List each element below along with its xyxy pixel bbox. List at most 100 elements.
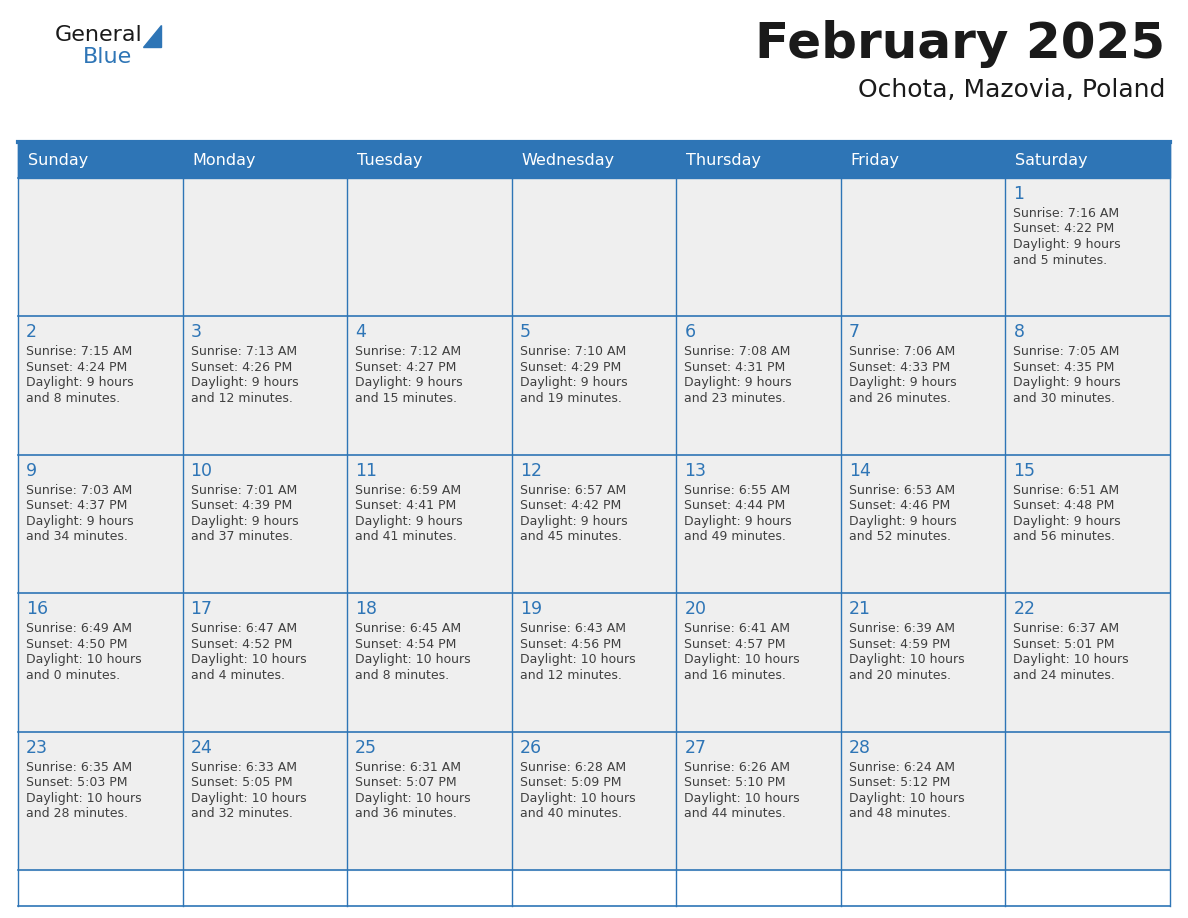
Text: Daylight: 9 hours: Daylight: 9 hours [190, 376, 298, 389]
Text: Sunset: 4:56 PM: Sunset: 4:56 PM [519, 638, 621, 651]
Text: and 24 minutes.: and 24 minutes. [1013, 668, 1116, 682]
Text: and 16 minutes.: and 16 minutes. [684, 668, 786, 682]
Text: Daylight: 10 hours: Daylight: 10 hours [190, 791, 307, 804]
Text: and 26 minutes.: and 26 minutes. [849, 392, 950, 405]
Text: 25: 25 [355, 739, 377, 756]
Text: Ochota, Mazovia, Poland: Ochota, Mazovia, Poland [858, 78, 1165, 102]
Text: Sunset: 5:09 PM: Sunset: 5:09 PM [519, 776, 621, 789]
Bar [347, 732, 512, 870]
Text: Sunrise: 6:51 AM: Sunrise: 6:51 AM [1013, 484, 1119, 497]
Text: Sunset: 4:57 PM: Sunset: 4:57 PM [684, 638, 785, 651]
Text: Sunrise: 6:53 AM: Sunrise: 6:53 AM [849, 484, 955, 497]
Text: Sunrise: 7:01 AM: Sunrise: 7:01 AM [190, 484, 297, 497]
Bar [183, 454, 347, 593]
Text: and 28 minutes.: and 28 minutes. [26, 807, 128, 820]
Text: Sunrise: 6:28 AM: Sunrise: 6:28 AM [519, 761, 626, 774]
Text: Daylight: 10 hours: Daylight: 10 hours [684, 791, 800, 804]
Text: 8: 8 [1013, 323, 1024, 341]
Text: Sunrise: 6:33 AM: Sunrise: 6:33 AM [190, 761, 297, 774]
Text: Sunset: 4:59 PM: Sunset: 4:59 PM [849, 638, 950, 651]
Text: and 48 minutes.: and 48 minutes. [849, 807, 950, 820]
Bar [18, 317, 183, 454]
Text: Sunset: 4:22 PM: Sunset: 4:22 PM [1013, 222, 1114, 236]
Bar [18, 732, 183, 870]
Bar [841, 178, 1005, 317]
Text: Saturday: Saturday [1016, 152, 1088, 167]
Text: and 19 minutes.: and 19 minutes. [519, 392, 621, 405]
Text: February 2025: February 2025 [754, 20, 1165, 68]
Text: and 45 minutes.: and 45 minutes. [519, 531, 621, 543]
Text: General: General [55, 25, 143, 45]
Bar [512, 178, 676, 317]
Text: and 8 minutes.: and 8 minutes. [355, 668, 449, 682]
Text: and 49 minutes.: and 49 minutes. [684, 531, 786, 543]
Text: Sunset: 5:10 PM: Sunset: 5:10 PM [684, 776, 785, 789]
Text: 26: 26 [519, 739, 542, 756]
Text: Friday: Friday [851, 152, 899, 167]
Bar [1005, 317, 1170, 454]
Text: and 8 minutes.: and 8 minutes. [26, 392, 120, 405]
Text: Sunrise: 6:24 AM: Sunrise: 6:24 AM [849, 761, 955, 774]
Text: Monday: Monday [192, 152, 257, 167]
Text: Blue: Blue [83, 47, 132, 67]
Text: 14: 14 [849, 462, 871, 480]
Bar [347, 593, 512, 732]
Text: Sunrise: 7:16 AM: Sunrise: 7:16 AM [1013, 207, 1119, 220]
Text: Sunset: 4:33 PM: Sunset: 4:33 PM [849, 361, 950, 374]
Text: Sunrise: 7:06 AM: Sunrise: 7:06 AM [849, 345, 955, 358]
Text: Sunrise: 7:13 AM: Sunrise: 7:13 AM [190, 345, 297, 358]
Text: and 0 minutes.: and 0 minutes. [26, 668, 120, 682]
Text: Sunset: 5:05 PM: Sunset: 5:05 PM [190, 776, 292, 789]
Bar [512, 317, 676, 454]
Text: 13: 13 [684, 462, 707, 480]
Text: Sunrise: 6:41 AM: Sunrise: 6:41 AM [684, 622, 790, 635]
Bar [512, 454, 676, 593]
Text: Daylight: 9 hours: Daylight: 9 hours [355, 515, 463, 528]
Text: Daylight: 9 hours: Daylight: 9 hours [26, 376, 133, 389]
Text: Sunset: 4:52 PM: Sunset: 4:52 PM [190, 638, 292, 651]
Bar [1005, 593, 1170, 732]
Text: 17: 17 [190, 600, 213, 618]
Text: 19: 19 [519, 600, 542, 618]
Text: and 37 minutes.: and 37 minutes. [190, 531, 292, 543]
Text: Sunrise: 7:15 AM: Sunrise: 7:15 AM [26, 345, 132, 358]
Text: Sunrise: 7:12 AM: Sunrise: 7:12 AM [355, 345, 461, 358]
Text: Sunset: 4:26 PM: Sunset: 4:26 PM [190, 361, 292, 374]
Text: Daylight: 9 hours: Daylight: 9 hours [684, 515, 792, 528]
Text: Sunset: 5:03 PM: Sunset: 5:03 PM [26, 776, 127, 789]
Text: Sunset: 4:41 PM: Sunset: 4:41 PM [355, 499, 456, 512]
Text: 27: 27 [684, 739, 707, 756]
Bar [676, 593, 841, 732]
Text: Tuesday: Tuesday [358, 152, 423, 167]
Text: Daylight: 10 hours: Daylight: 10 hours [26, 791, 141, 804]
Text: Sunrise: 7:05 AM: Sunrise: 7:05 AM [1013, 345, 1120, 358]
Text: Wednesday: Wednesday [522, 152, 615, 167]
Bar [18, 593, 183, 732]
Text: Sunday: Sunday [29, 152, 88, 167]
Text: 2: 2 [26, 323, 37, 341]
Bar [1005, 454, 1170, 593]
Text: Sunset: 4:37 PM: Sunset: 4:37 PM [26, 499, 127, 512]
Bar [347, 454, 512, 593]
Bar [676, 732, 841, 870]
Text: Sunrise: 7:08 AM: Sunrise: 7:08 AM [684, 345, 791, 358]
Text: 3: 3 [190, 323, 202, 341]
Text: 7: 7 [849, 323, 860, 341]
Text: Daylight: 9 hours: Daylight: 9 hours [190, 515, 298, 528]
Text: 21: 21 [849, 600, 871, 618]
Bar [841, 317, 1005, 454]
Text: and 5 minutes.: and 5 minutes. [1013, 253, 1107, 266]
Text: Sunset: 4:29 PM: Sunset: 4:29 PM [519, 361, 621, 374]
Text: Thursday: Thursday [687, 152, 762, 167]
Text: 12: 12 [519, 462, 542, 480]
Text: Sunrise: 6:26 AM: Sunrise: 6:26 AM [684, 761, 790, 774]
Text: 20: 20 [684, 600, 707, 618]
Text: Daylight: 9 hours: Daylight: 9 hours [1013, 238, 1121, 251]
Text: Daylight: 10 hours: Daylight: 10 hours [849, 654, 965, 666]
Bar [512, 593, 676, 732]
Text: Sunset: 5:07 PM: Sunset: 5:07 PM [355, 776, 456, 789]
Text: Daylight: 10 hours: Daylight: 10 hours [355, 654, 470, 666]
Text: and 56 minutes.: and 56 minutes. [1013, 531, 1116, 543]
Text: Sunrise: 6:49 AM: Sunrise: 6:49 AM [26, 622, 132, 635]
Text: Daylight: 9 hours: Daylight: 9 hours [26, 515, 133, 528]
